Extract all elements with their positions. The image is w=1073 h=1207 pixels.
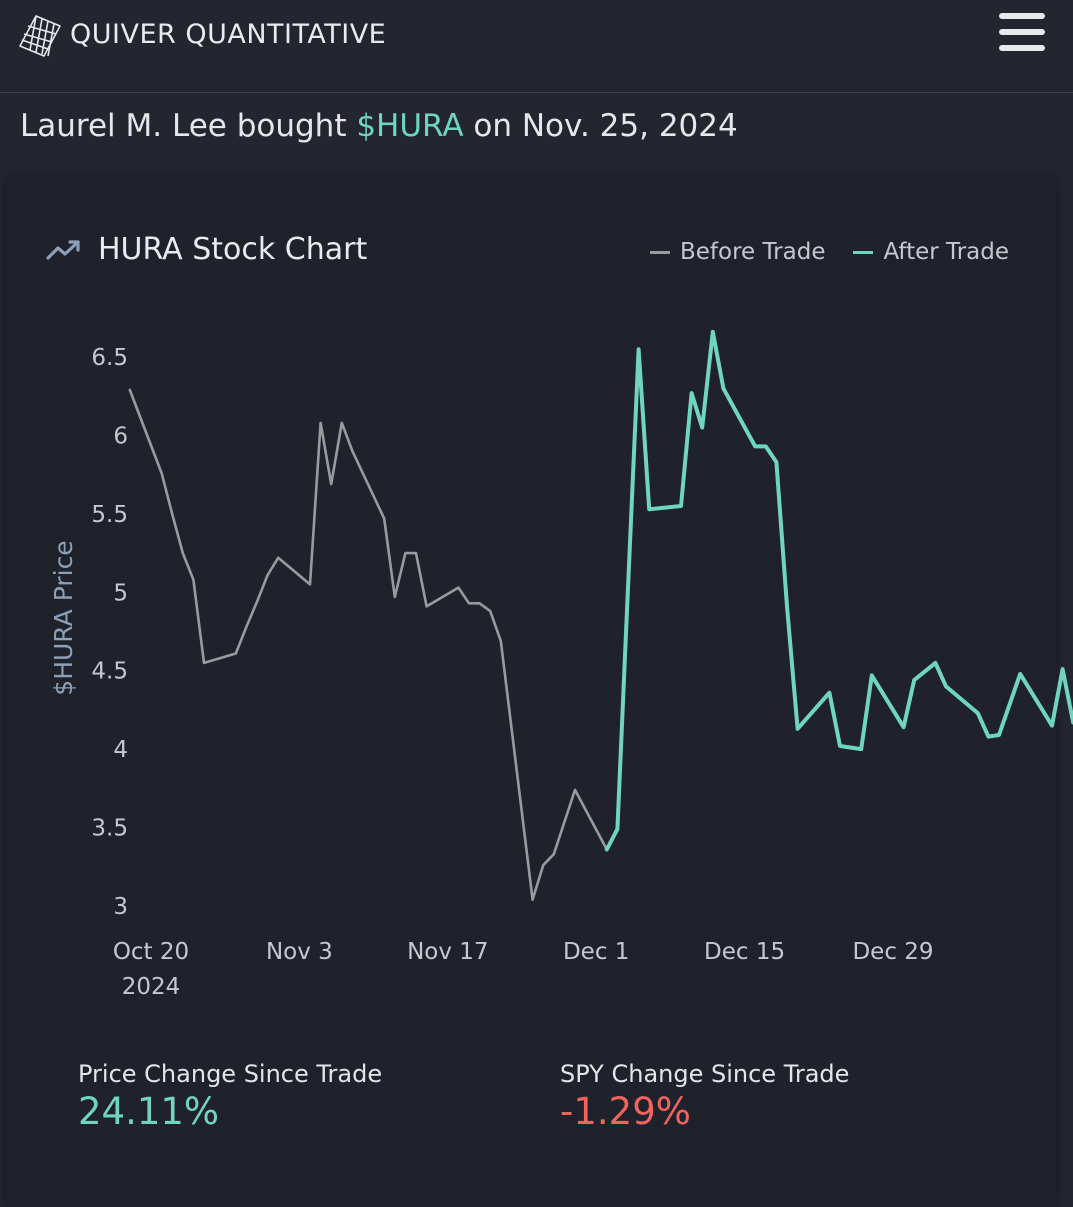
legend-label-before: Before Trade <box>680 239 826 265</box>
ticker-link[interactable]: $HURA <box>356 108 464 144</box>
chart-title-text: HURA Stock Chart <box>98 232 368 267</box>
price-change-value: 24.11% <box>78 1090 220 1133</box>
y-tick-label: 4 <box>113 737 128 763</box>
top-nav-bar: QUIVER QUANTITATIVE <box>0 0 1073 93</box>
y-tick-label: 5 <box>113 580 128 606</box>
x-tick-label: Dec 1 <box>563 939 629 965</box>
price-change-stat: Price Change Since Trade 24.11% <box>78 1060 382 1133</box>
legend-swatch-after <box>853 250 874 254</box>
x-tick-label: Dec 29 <box>852 939 933 965</box>
y-tick-label: 6 <box>113 423 128 449</box>
legend-label-after: After Trade <box>883 239 1009 265</box>
x-tick-sublabel: 2024 <box>122 974 181 1000</box>
brand-name[interactable]: QUIVER QUANTITATIVE <box>70 19 387 50</box>
page-title: Laurel M. Lee bought $HURA on Nov. 25, 2… <box>20 108 738 144</box>
chart-title: HURA Stock Chart <box>46 232 367 267</box>
y-tick-label: 3.5 <box>91 816 128 842</box>
x-tick-label: Nov 3 <box>266 939 333 965</box>
before-trade-line <box>128 388 609 902</box>
hamburger-menu-icon[interactable] <box>999 12 1045 52</box>
legend-item-before-trade[interactable]: Before Trade <box>650 239 825 265</box>
y-tick-label: 6.5 <box>91 345 128 371</box>
y-tick-label: 3 <box>113 894 128 920</box>
headline-prefix: Laurel M. Lee bought <box>20 108 357 144</box>
chart-legend: Before Trade After Trade <box>650 239 1009 265</box>
quiver-cube-logo[interactable] <box>16 12 64 60</box>
legend-swatch-before <box>650 250 670 254</box>
price-change-label: Price Change Since Trade <box>78 1060 383 1088</box>
legend-item-after-trade[interactable]: After Trade <box>853 239 1009 265</box>
spy-change-label: SPY Change Since Trade <box>560 1060 850 1088</box>
after-trade-line <box>604 329 1073 852</box>
spy-change-stat: SPY Change Since Trade -1.29% <box>560 1060 849 1133</box>
x-tick-label: Oct 20 <box>113 939 189 965</box>
trending-up-icon <box>46 239 80 260</box>
y-tick-label: 4.5 <box>91 659 128 685</box>
headline-suffix: on Nov. 25, 2024 <box>463 108 738 144</box>
x-tick-label: Nov 17 <box>407 939 488 965</box>
y-axis-label: $HURA Price <box>49 540 78 695</box>
x-tick-label: Dec 15 <box>704 939 785 965</box>
spy-change-value: -1.29% <box>560 1090 691 1133</box>
y-tick-label: 5.5 <box>91 502 128 528</box>
